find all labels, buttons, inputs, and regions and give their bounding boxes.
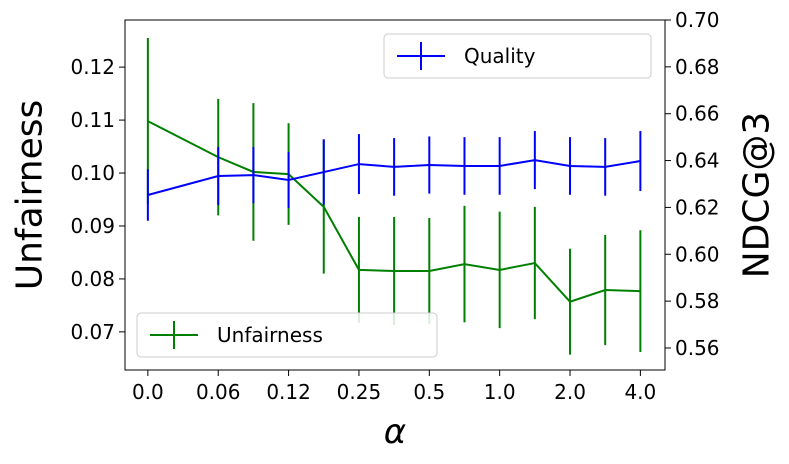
legend-label: Unfairness <box>217 323 323 347</box>
y-tick-label: 0.10 <box>70 161 115 185</box>
y-tick-label: 0.11 <box>70 108 115 132</box>
x-axis-label: α <box>384 412 406 452</box>
y2-tick-label: 0.56 <box>675 336 720 360</box>
legend-label: Quality <box>464 44 536 68</box>
y-tick-label: 0.12 <box>70 55 115 79</box>
y-axis-label: Unfairness <box>10 100 51 291</box>
series-line <box>147 120 641 303</box>
y-tick-label: 0.09 <box>70 214 115 238</box>
x-tick-label: 0.0 <box>132 380 164 404</box>
y-tick-label: 0.07 <box>70 320 115 344</box>
legend-box <box>383 33 652 79</box>
legend-box <box>136 312 438 358</box>
y2-tick-label: 0.62 <box>675 195 720 219</box>
y2-axis-label: NDCG@3 <box>737 112 778 279</box>
plot-frame <box>124 19 666 371</box>
x-tick-label: 0.5 <box>413 380 445 404</box>
x-tick-label: 0.25 <box>337 380 382 404</box>
y2-tick-label: 0.68 <box>675 55 720 79</box>
x-tick-label: 1.0 <box>484 380 516 404</box>
x-tick-label: 0.12 <box>266 380 311 404</box>
series-line <box>147 159 641 196</box>
x-tick-label: 2.0 <box>554 380 586 404</box>
y2-tick-label: 0.70 <box>675 8 720 32</box>
y-tick-label: 0.08 <box>70 267 115 291</box>
y2-tick-label: 0.66 <box>675 102 720 126</box>
x-tick-label: 4.0 <box>624 380 656 404</box>
y2-tick-label: 0.60 <box>675 242 720 266</box>
y2-tick-label: 0.64 <box>675 149 720 173</box>
y2-tick-label: 0.58 <box>675 289 720 313</box>
x-tick-label: 0.06 <box>196 380 241 404</box>
